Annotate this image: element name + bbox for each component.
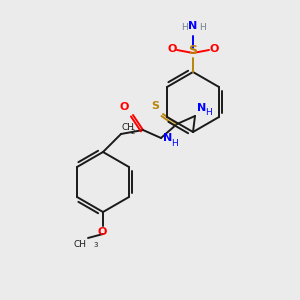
Text: CH: CH — [73, 240, 86, 249]
Text: H: H — [199, 23, 206, 32]
Text: H: H — [171, 139, 178, 148]
Text: 2: 2 — [131, 129, 135, 135]
Text: S: S — [188, 44, 197, 57]
Text: N: N — [197, 103, 206, 113]
Text: CH: CH — [122, 123, 135, 132]
Text: H: H — [205, 108, 212, 117]
Text: S: S — [151, 101, 159, 111]
Text: N: N — [163, 133, 172, 143]
Text: H: H — [181, 23, 188, 32]
Text: N: N — [188, 21, 198, 31]
Text: O: O — [97, 227, 107, 237]
Text: O: O — [167, 44, 177, 54]
Text: O: O — [120, 102, 129, 112]
Text: 3: 3 — [93, 242, 98, 248]
Text: O: O — [209, 44, 219, 54]
